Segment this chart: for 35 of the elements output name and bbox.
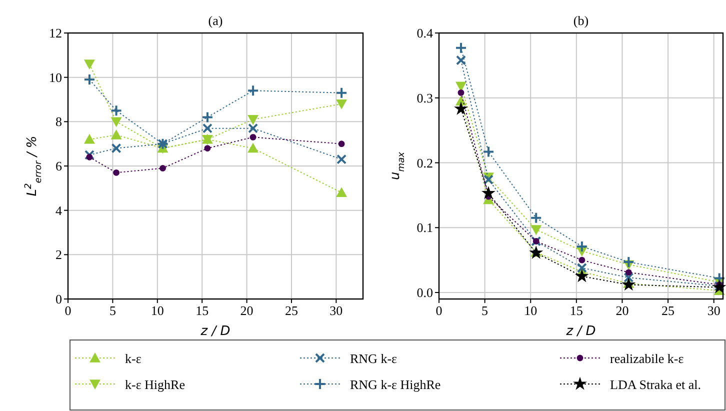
y-tick-label: 4 — [56, 202, 62, 218]
x-tick-label: 10 — [150, 303, 164, 318]
x-tick-label: 5 — [482, 303, 488, 318]
x-tick-label: 15 — [570, 303, 583, 318]
legend-label: RNG k-ε — [350, 351, 398, 366]
legend-label: k-ε — [125, 351, 142, 366]
legend-label: RNG k-ε HighRe — [350, 377, 441, 392]
y-tick-label: 6 — [56, 158, 62, 174]
y-tick-label: 0.2 — [416, 155, 433, 170]
chart-title: (b) — [573, 13, 589, 28]
x-axis-title: z / D — [200, 324, 230, 339]
legend-label: realizabile k-ε — [610, 351, 684, 366]
chart-title: (a) — [208, 13, 223, 28]
x-tick-label: 10 — [524, 303, 538, 318]
x-tick-label: 25 — [662, 303, 675, 318]
y-tick-label: 2 — [56, 247, 62, 262]
x-tick-label: 20 — [240, 303, 254, 318]
x-tick-label: 30 — [330, 303, 343, 318]
y-tick-label: 0 — [56, 292, 62, 306]
legend-label: k-ε HighRe — [125, 377, 186, 392]
y-tick-label: 8 — [56, 114, 62, 130]
x-tick-label: 0 — [436, 303, 442, 318]
y-tick-label: 0.1 — [416, 220, 433, 236]
y-tick-label: 0.0 — [416, 285, 433, 300]
y-tick-label: 0.4 — [416, 26, 434, 40]
y-tick-label: 0.3 — [416, 90, 433, 106]
x-tick-label: 15 — [196, 303, 209, 318]
y-tick-label: 10 — [49, 70, 62, 85]
legend-label: LDA Straka et al. — [610, 377, 701, 392]
x-tick-label: 25 — [284, 303, 298, 318]
y-tick-label: 12 — [49, 26, 62, 40]
x-tick-label: 20 — [616, 303, 629, 318]
x-tick-label: 30 — [707, 303, 720, 318]
x-axis-title: z / D — [565, 324, 596, 339]
x-tick-label: 5 — [109, 303, 116, 318]
